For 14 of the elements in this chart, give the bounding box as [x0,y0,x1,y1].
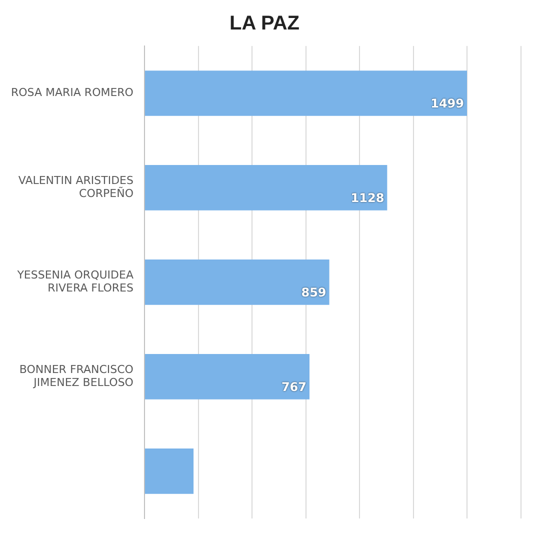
data-label: 1499 [430,96,464,111]
y-tick-label: VALENTIN ARISTIDES CORPEÑO [18,174,134,200]
data-label: 1128 [350,191,384,206]
bar [144,70,467,116]
bar [144,448,194,494]
y-tick-label: ROSA MARIA ROMERO [10,86,134,100]
y-tick-label: BONNER FRANCISCO JIMENEZ BELLOSO [19,362,134,390]
data-label: 859 [301,286,326,300]
data-label: 767 [281,380,306,394]
chart-title: LA PAZ [230,12,300,35]
bar [144,165,388,210]
y-tick-label: YESSENIA ORQUIDEA RIVERA FLORES [16,268,134,295]
bar [144,354,310,400]
bar [144,260,330,305]
